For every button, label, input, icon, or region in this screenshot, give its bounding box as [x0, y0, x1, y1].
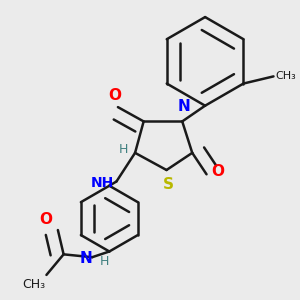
Text: H: H	[118, 143, 128, 157]
Text: CH₃: CH₃	[22, 278, 45, 291]
Text: NH: NH	[90, 176, 114, 190]
Text: N: N	[177, 99, 190, 114]
Text: O: O	[109, 88, 122, 103]
Text: O: O	[39, 212, 52, 227]
Text: CH₃: CH₃	[275, 71, 296, 81]
Text: S: S	[162, 177, 173, 192]
Text: O: O	[211, 164, 224, 179]
Text: N: N	[80, 251, 92, 266]
Text: H: H	[99, 255, 109, 268]
